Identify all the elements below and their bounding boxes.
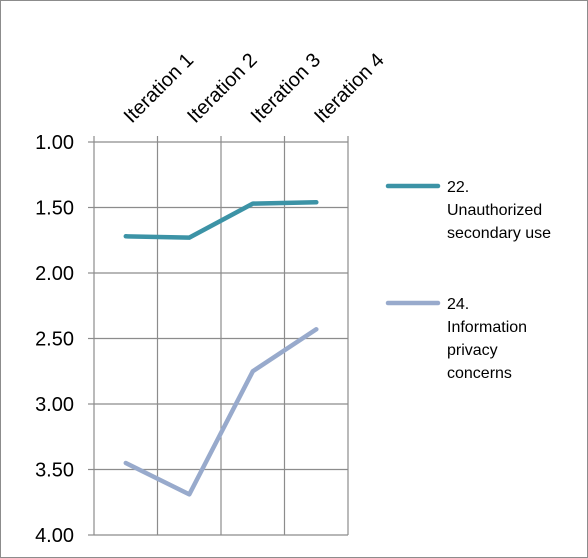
legend-label: concerns — [447, 365, 512, 382]
y-tick-label: 2.50 — [35, 329, 74, 351]
y-tick-label: 3.50 — [35, 460, 74, 482]
legend-label: 24. — [447, 296, 469, 313]
y-tick-label: 4.00 — [35, 525, 74, 547]
series-lines — [123, 200, 319, 497]
y-tick-label: 2.00 — [35, 263, 74, 285]
legend-label: 22. — [447, 179, 469, 196]
legend-label: Information — [447, 319, 527, 336]
legend-label: privacy — [447, 342, 498, 359]
legend: 22. Unauthorized secondary use 24. Informati… — [385, 179, 551, 382]
series-line — [123, 327, 319, 497]
x-category-label: Iteration 4 — [310, 49, 388, 127]
y-tick-label: 1.00 — [35, 132, 74, 154]
legend-label: Unauthorized — [447, 202, 542, 219]
y-tick-label: 3.00 — [35, 394, 74, 416]
y-axis-tick-labels: 1.00 1.50 2.00 2.50 3.00 3.50 4.00 — [35, 132, 74, 547]
legend-label: secondary use — [447, 225, 551, 242]
y-tick-label: 1.50 — [35, 198, 74, 220]
series-line — [123, 200, 319, 240]
